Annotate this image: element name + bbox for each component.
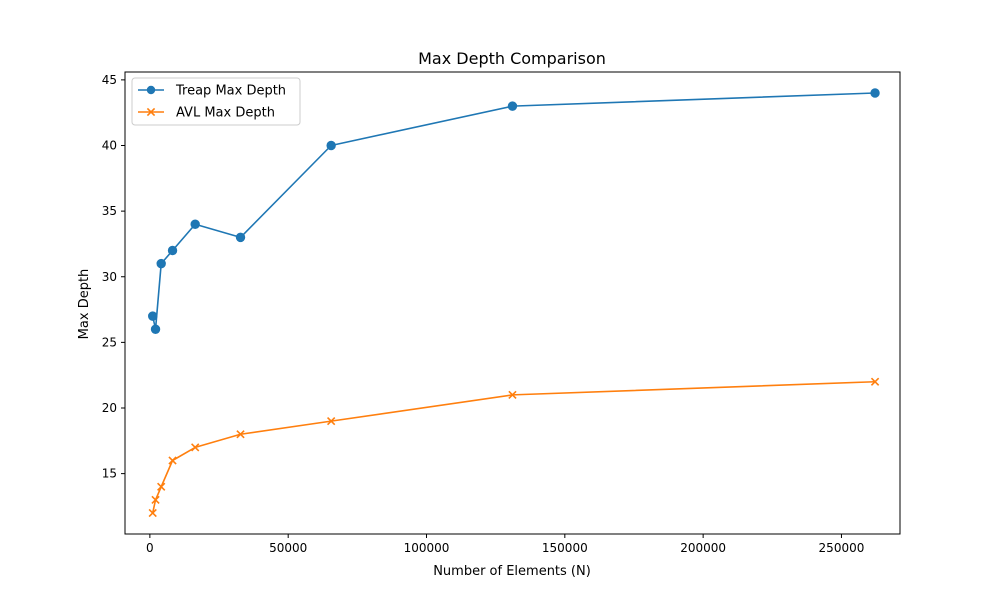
x-marker-stroke xyxy=(151,495,160,505)
y-tick-label: 25 xyxy=(102,335,117,349)
y-tick-label: 40 xyxy=(102,139,117,153)
data-point xyxy=(191,443,200,452)
x-tick-label: 200000 xyxy=(680,541,726,555)
axes-layer: 0 50000 100000 150000 200000 250000 15 20 25 30 35… xyxy=(102,71,901,555)
data-point xyxy=(870,88,880,98)
data-point xyxy=(508,390,517,400)
data-point xyxy=(148,311,158,321)
x-tick-label: 150000 xyxy=(542,541,588,555)
y-tick-label: 15 xyxy=(102,467,117,481)
x-tick-label: 50000 xyxy=(269,541,307,555)
data-point xyxy=(507,101,518,111)
chart-title: Max Depth Comparison xyxy=(418,49,606,68)
x-marker-stroke xyxy=(157,482,166,491)
x-marker-stroke xyxy=(508,390,517,400)
data-point xyxy=(148,508,157,518)
data-point xyxy=(167,245,178,256)
data-point xyxy=(326,140,336,151)
x-marker-stroke xyxy=(326,416,336,426)
data-point xyxy=(326,416,336,426)
x-tick-label: 0 xyxy=(146,541,154,555)
x-marker-stroke xyxy=(191,443,200,452)
data-point xyxy=(151,495,160,505)
legend-marker xyxy=(146,85,156,95)
y-axis-label: Max Depth xyxy=(77,269,92,340)
y-tick-label: 30 xyxy=(102,270,117,284)
x-tick-label: 100000 xyxy=(404,541,450,555)
legend-marker xyxy=(146,107,156,117)
x-marker-stroke xyxy=(148,508,157,518)
y-tick-label: 35 xyxy=(102,204,117,218)
data-point xyxy=(168,456,177,465)
x-marker-stroke xyxy=(168,456,177,465)
data-point xyxy=(236,430,245,439)
x-marker-stroke xyxy=(236,430,245,439)
legend: Treap Max Depth AVL Max Depth xyxy=(131,77,301,126)
data-point xyxy=(150,324,161,334)
series-layer xyxy=(148,88,880,518)
data-point xyxy=(156,258,166,269)
data-point xyxy=(870,377,880,386)
x-tick-label: 250000 xyxy=(819,541,865,555)
y-tick-label: 45 xyxy=(102,73,117,87)
legend-label: AVL Max Depth xyxy=(176,106,275,121)
data-point xyxy=(157,482,166,491)
x-axis-label: Number of Elements (N) xyxy=(433,564,591,579)
legend-label: Treap Max Depth xyxy=(175,84,286,99)
x-marker-stroke xyxy=(870,377,880,386)
y-tick-label: 20 xyxy=(102,401,117,415)
plot-frame xyxy=(124,71,901,535)
data-point xyxy=(235,232,246,243)
data-point xyxy=(190,219,200,229)
legend-box xyxy=(131,77,301,126)
